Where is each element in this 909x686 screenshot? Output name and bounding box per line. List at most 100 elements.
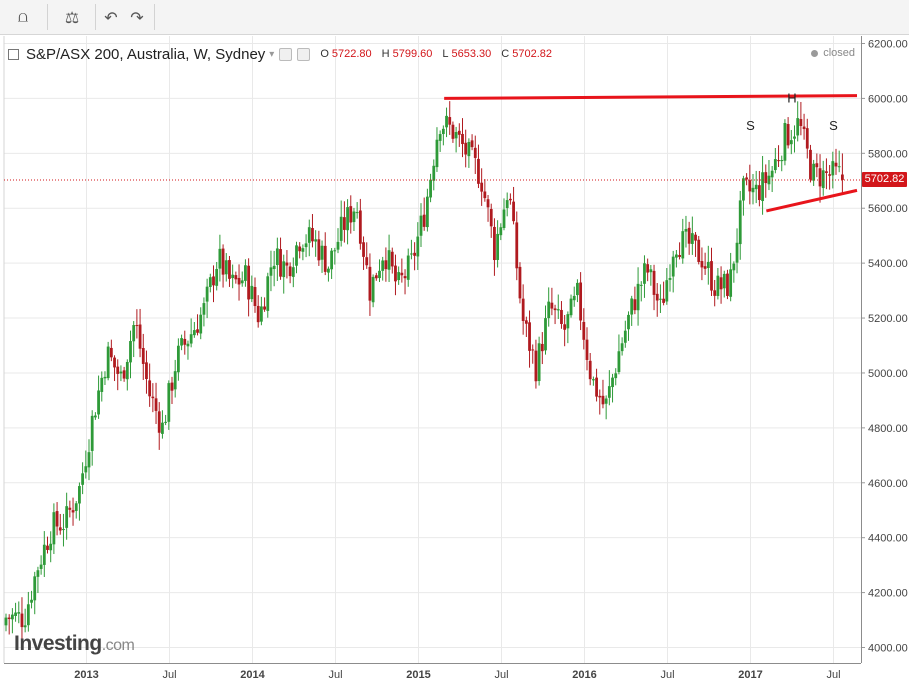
candle-body — [812, 163, 816, 181]
candle-body — [729, 269, 733, 297]
price-chart[interactable]: 4000.00 4200.00 4400.00 4600.00 4800.00 5000.… — [0, 35, 909, 686]
candle-body — [537, 343, 541, 382]
candle-body — [288, 266, 292, 277]
chevron-down-icon[interactable]: ▾ — [269, 48, 275, 60]
x-tick-label: Jul — [494, 669, 508, 681]
candle-body — [157, 411, 161, 433]
candle-body — [665, 280, 669, 302]
y-tick-label: 4000.00 — [868, 643, 908, 655]
candle-body — [451, 124, 455, 139]
candle-body — [416, 236, 420, 257]
candle-body — [17, 612, 21, 614]
candle-body — [652, 270, 656, 295]
candle-body — [90, 415, 94, 451]
candle-body — [467, 141, 471, 157]
candle-body — [614, 373, 618, 379]
candle-body — [620, 343, 624, 352]
candle-body — [809, 149, 812, 180]
candle-body — [125, 361, 129, 380]
y-tick-label: 5600.00 — [868, 203, 908, 215]
candle-body — [103, 376, 107, 379]
compare-icon[interactable]: ⚖ — [64, 7, 80, 27]
candle-body — [342, 217, 346, 230]
candle-body — [55, 511, 59, 527]
candle-body — [840, 174, 844, 180]
y-tick-label: 5200.00 — [868, 313, 908, 325]
collapse-toggle-icon[interactable] — [8, 48, 19, 60]
candle-body — [291, 267, 295, 277]
candle-body — [30, 599, 33, 603]
candle-body — [39, 564, 43, 569]
candle-body — [461, 133, 464, 145]
pattern-label: S — [746, 118, 755, 133]
candle-body — [390, 251, 394, 267]
candle-body — [282, 261, 286, 278]
candle-body — [639, 284, 643, 286]
undo-icon[interactable]: ↶ — [104, 7, 118, 27]
y-tick-label: 5400.00 — [868, 258, 908, 270]
candle-body — [212, 276, 215, 286]
candle-body — [569, 298, 573, 316]
candle-body — [42, 544, 46, 565]
candle-body — [588, 360, 592, 380]
pattern-label: S — [829, 118, 838, 133]
redo-icon[interactable]: ↷ — [130, 7, 144, 27]
candle-body — [314, 239, 318, 242]
candle-body — [58, 527, 62, 531]
candle-body — [477, 158, 480, 184]
candle-body — [531, 349, 535, 351]
candle-body — [7, 617, 11, 620]
candle-body — [445, 115, 448, 128]
candle-body — [116, 366, 120, 374]
chart-area[interactable]: 4000.00 4200.00 4400.00 4600.00 4800.00 5000.… — [0, 35, 909, 686]
candle-body — [346, 207, 349, 231]
candle-body — [518, 266, 522, 299]
candle-body — [336, 241, 340, 250]
toolbar-divider — [47, 4, 48, 30]
candle-body — [148, 380, 152, 397]
candle-body — [700, 261, 704, 268]
visibility-icon[interactable] — [297, 47, 311, 61]
candle-body — [773, 159, 777, 171]
candle-body — [579, 282, 583, 321]
candle-body — [480, 182, 484, 192]
resistance-line — [444, 94, 858, 100]
symbol-title[interactable]: S&P/ASX 200, Australia, W, Sydney — [26, 45, 266, 63]
candle-body — [349, 206, 353, 223]
settings-icon[interactable] — [279, 47, 293, 61]
candle-body — [327, 268, 330, 273]
candle-body — [735, 242, 739, 263]
indicators-icon[interactable]: ⩍ — [17, 7, 29, 26]
candle-body — [464, 142, 468, 155]
candle-body — [208, 277, 212, 287]
candle-body — [521, 298, 525, 321]
candle-body — [304, 243, 308, 248]
candle-body — [627, 314, 630, 330]
candle-body — [368, 266, 372, 301]
candle-body — [780, 160, 784, 162]
candle-body — [694, 234, 697, 241]
candle-body — [256, 305, 260, 323]
candle-body — [815, 163, 819, 168]
candle-body — [167, 383, 171, 422]
candle-body — [295, 245, 298, 266]
candle-body — [141, 348, 145, 364]
candle-body — [311, 228, 314, 242]
candle-body — [362, 242, 365, 257]
candle-body — [821, 170, 825, 189]
candle-body — [46, 545, 49, 550]
candle-body — [378, 270, 381, 279]
high-label: H — [381, 48, 390, 60]
candle-body — [502, 209, 506, 229]
high-value: 5799.60 — [392, 48, 433, 60]
y-tick-label: 6000.00 — [868, 93, 908, 105]
candle-body — [339, 216, 343, 241]
price-axis-background — [861, 36, 909, 663]
candle-body — [352, 211, 356, 223]
candle-body — [611, 377, 614, 388]
candle-body — [684, 228, 688, 232]
candle-body — [726, 273, 729, 296]
toolbar-divider — [95, 4, 96, 30]
investing-logo: Investing.com — [14, 632, 135, 656]
candle-body — [425, 196, 429, 228]
